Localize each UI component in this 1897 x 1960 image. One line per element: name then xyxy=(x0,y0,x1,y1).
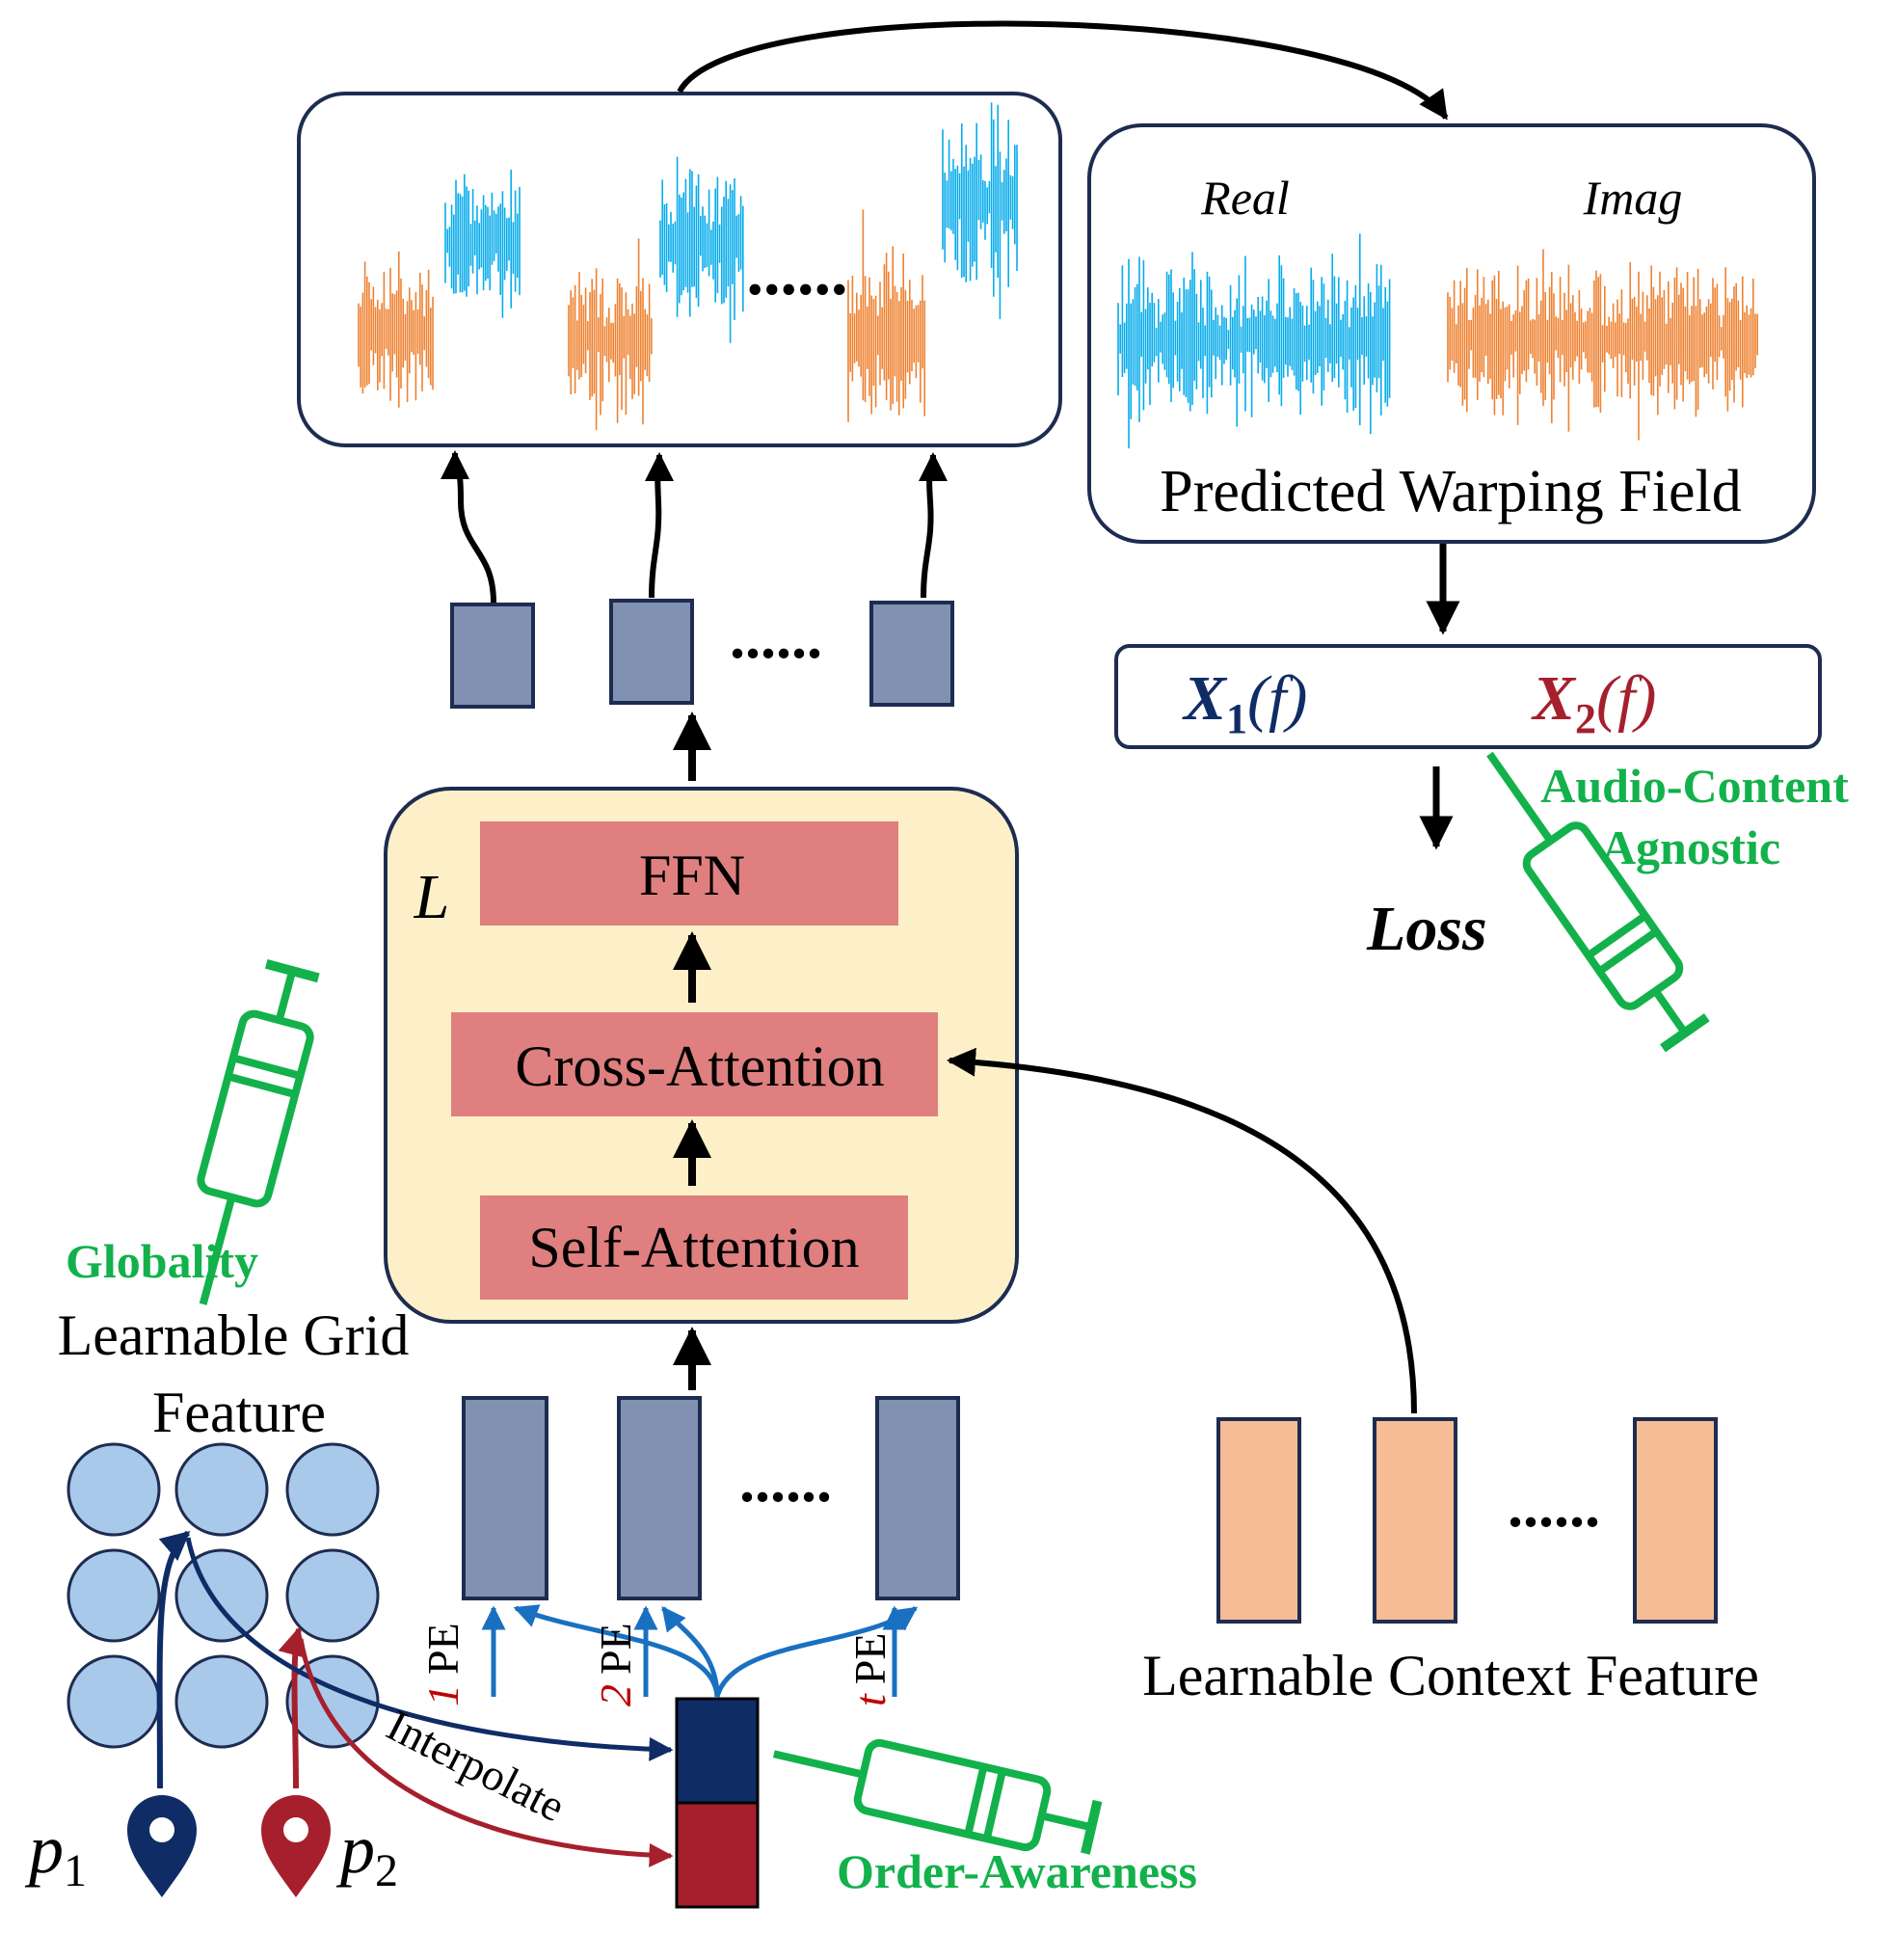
input-token-1 xyxy=(462,1396,548,1600)
waveform-blue-3 xyxy=(942,102,1018,319)
position-token-navy xyxy=(675,1697,760,1805)
grid-cell-1-3 xyxy=(285,1442,380,1537)
waveform-blue-1 xyxy=(444,170,521,318)
self-attention-block xyxy=(480,1195,908,1300)
waveform-ellipsis: ...... xyxy=(747,235,848,309)
arrow-to-warping-panel xyxy=(677,20,1449,121)
arrow-tokent-up xyxy=(918,452,948,599)
arrow-context-to-cross xyxy=(947,1047,1417,1414)
context-token-1 xyxy=(1216,1417,1301,1624)
context-token-t xyxy=(1633,1417,1718,1624)
pe-label-1: 1PE xyxy=(418,1623,468,1706)
arrow-pos-to-token2 xyxy=(661,1606,720,1698)
input-token-2 xyxy=(617,1396,702,1600)
map-pin-icon xyxy=(127,1795,197,1897)
order-awareness-label: Order-Awareness xyxy=(837,1844,1197,1898)
grid-feature-label-line1: Learnable Grid xyxy=(58,1303,410,1367)
grid-cell-1-1 xyxy=(67,1442,161,1537)
grid-cell-3-1 xyxy=(67,1654,161,1749)
context-feature-label: Learnable Context Feature xyxy=(1142,1644,1759,1707)
arrow-interpolate-navy xyxy=(185,1537,674,1761)
warping-real-waveform xyxy=(1117,233,1391,449)
context-ellipsis: ...... xyxy=(1508,1471,1600,1540)
waveform-blue-2 xyxy=(659,156,744,343)
p2-label: p2 xyxy=(335,1811,398,1896)
loss-label: Loss xyxy=(1366,894,1487,964)
formula-box xyxy=(1114,644,1822,749)
output-token-ellipsis: ...... xyxy=(730,603,822,671)
context-token-2 xyxy=(1373,1417,1457,1624)
syringe-icon xyxy=(772,1738,1103,1855)
cross-attention-block xyxy=(451,1012,938,1116)
x1-formula: X1(f) xyxy=(1182,663,1307,742)
warping-imag-waveform xyxy=(1447,249,1758,441)
map-pin-icon xyxy=(261,1795,331,1897)
position-token-red xyxy=(675,1801,760,1909)
globality-label: Globality xyxy=(66,1234,258,1288)
input-token-ellipsis: ...... xyxy=(739,1446,832,1515)
pe-label-t: tPE xyxy=(845,1633,895,1706)
cross-attention-label: Cross-Attention xyxy=(515,1034,884,1098)
waveform-orange-2 xyxy=(568,238,653,431)
agnostic-label: Agnostic xyxy=(1601,820,1780,874)
pe-label-2: 2PE xyxy=(591,1623,640,1706)
waveform-orange-3 xyxy=(847,209,925,422)
ffn-block xyxy=(480,821,898,926)
arrow-p1-to-grid xyxy=(156,1530,191,1789)
learnable-grid xyxy=(67,1442,380,1749)
grid-cell-2-2 xyxy=(174,1548,269,1643)
grid-cell-2-3 xyxy=(285,1548,380,1643)
warping-field-caption: Predicted Warping Field xyxy=(1160,459,1741,524)
grid-cell-2-1 xyxy=(67,1548,161,1643)
real-label: Real xyxy=(1200,171,1290,225)
waveform-group xyxy=(358,102,1018,431)
warping-waveform-group xyxy=(1117,233,1758,449)
input-token-t xyxy=(875,1396,960,1600)
arrow-p2-to-grid xyxy=(278,1626,307,1789)
syringe-icon xyxy=(197,958,320,1305)
p1-label: p1 xyxy=(24,1811,87,1896)
syringe-icon xyxy=(1486,751,1710,1053)
arrow-interpolate-red xyxy=(298,1638,674,1867)
x2-formula: X2(f) xyxy=(1531,663,1656,742)
output-token-t xyxy=(869,601,954,707)
self-attention-label: Self-Attention xyxy=(528,1216,859,1279)
imag-label: Imag xyxy=(1583,171,1683,225)
grid-feature-label-line2: Feature xyxy=(152,1381,326,1444)
ffn-label: FFN xyxy=(639,844,745,907)
arrow-token1-up xyxy=(441,450,496,604)
interpolate-label: Interpolate xyxy=(379,1700,573,1831)
layers-label: L xyxy=(414,862,450,932)
waveform-orange-1 xyxy=(358,251,434,408)
output-token-2 xyxy=(609,599,694,705)
audio-content-label: Audio-Content xyxy=(1540,759,1849,813)
arrow-token2-up xyxy=(644,452,674,599)
grid-cell-1-2 xyxy=(174,1442,269,1537)
grid-cell-3-2 xyxy=(174,1654,269,1749)
output-token-1 xyxy=(450,603,535,709)
